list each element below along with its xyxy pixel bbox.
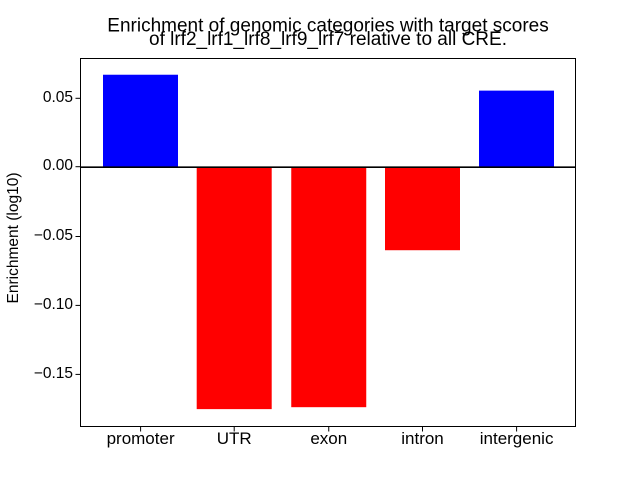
- svg-text:UTR: UTR: [217, 429, 252, 448]
- svg-text:−0.05: −0.05: [34, 227, 73, 244]
- svg-text:0.05: 0.05: [43, 89, 73, 106]
- svg-text:−0.15: −0.15: [34, 365, 73, 382]
- svg-text:of lrf2_lrf1_lrf8_lrf9_lrf7 re: of lrf2_lrf1_lrf8_lrf9_lrf7 relative to …: [149, 29, 507, 50]
- svg-text:intergenic: intergenic: [480, 429, 554, 448]
- svg-text:0.00: 0.00: [43, 157, 74, 174]
- svg-text:promoter: promoter: [107, 429, 175, 448]
- svg-text:−0.10: −0.10: [34, 296, 74, 313]
- svg-text:intron: intron: [401, 429, 444, 448]
- svg-text:Enrichment (log10): Enrichment (log10): [5, 173, 22, 304]
- svg-text:exon: exon: [310, 429, 347, 448]
